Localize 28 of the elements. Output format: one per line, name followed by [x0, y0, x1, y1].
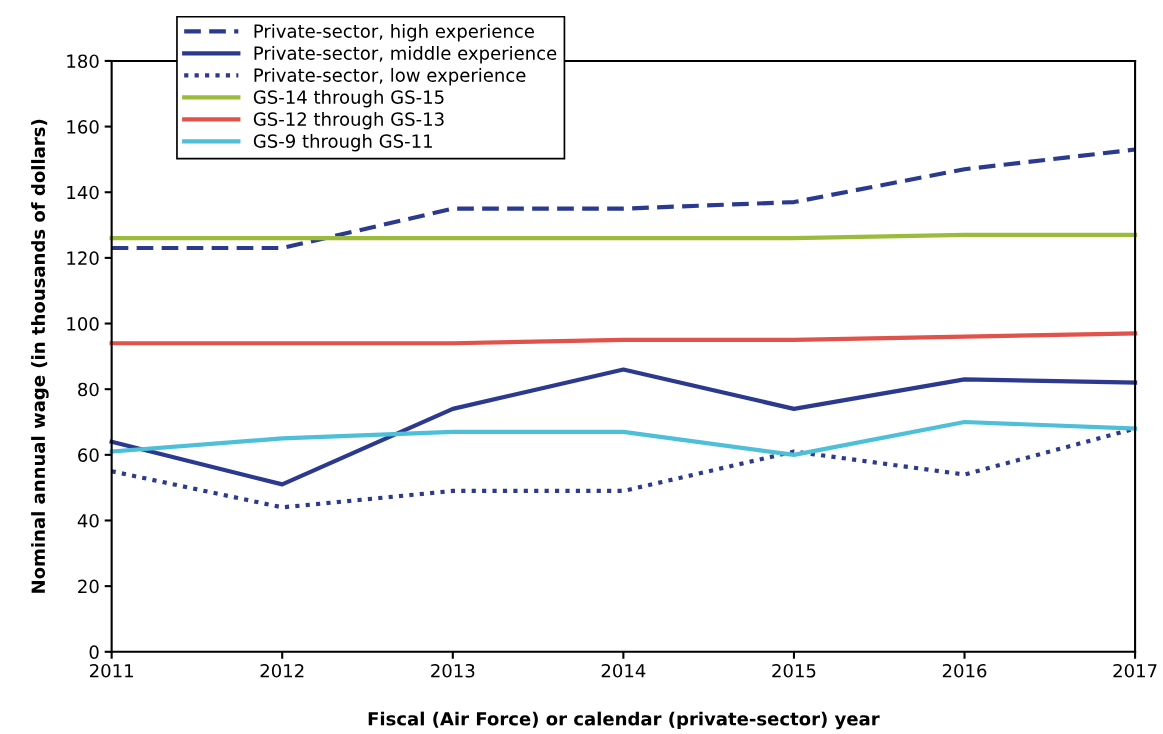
- x-tick-label: 2014: [601, 663, 646, 678]
- x-axis-title: Fiscal (Air Force) or calendar (private-sector) year: [368, 711, 880, 730]
- x-tick-label: 2015: [772, 663, 816, 678]
- line-series: [109, 331, 1138, 346]
- y-tick-label: 60: [78, 448, 99, 462]
- x-tick-label: 2011: [90, 663, 133, 678]
- y-tick-label: 120: [67, 251, 99, 265]
- x-tick-label: 2016: [942, 663, 987, 678]
- x-tick-label: 2012: [260, 663, 304, 678]
- x-tick-label: 2013: [431, 663, 475, 678]
- y-tick-label: 20: [78, 579, 99, 594]
- y-tick-label: 180: [67, 54, 99, 69]
- y-tick-label: 100: [67, 316, 99, 331]
- legend-label: GS-14 through GS-15: [253, 89, 444, 108]
- legend-label: Private-sector, middle experience: [254, 45, 557, 64]
- y-tick-label: 80: [78, 382, 99, 397]
- y-tick-label: 160: [67, 120, 99, 134]
- y-tick-label: 0: [89, 645, 99, 659]
- line-series: [109, 419, 1138, 457]
- y-tick-label: 40: [77, 513, 99, 528]
- y-axis-title: Nominal annual wage (in thousands of dollars): [31, 119, 49, 593]
- x-tick-label: 2017: [1113, 663, 1157, 678]
- legend-label: Private-sector, high experience: [254, 23, 534, 42]
- y-tick-label: 140: [67, 185, 99, 200]
- legend-label: Private-sector, low experience: [254, 67, 526, 86]
- legend-label: GS-12 through GS-13: [253, 111, 444, 130]
- line-series: [109, 367, 1138, 487]
- legend-label: GS-9 through GS-11: [253, 133, 432, 152]
